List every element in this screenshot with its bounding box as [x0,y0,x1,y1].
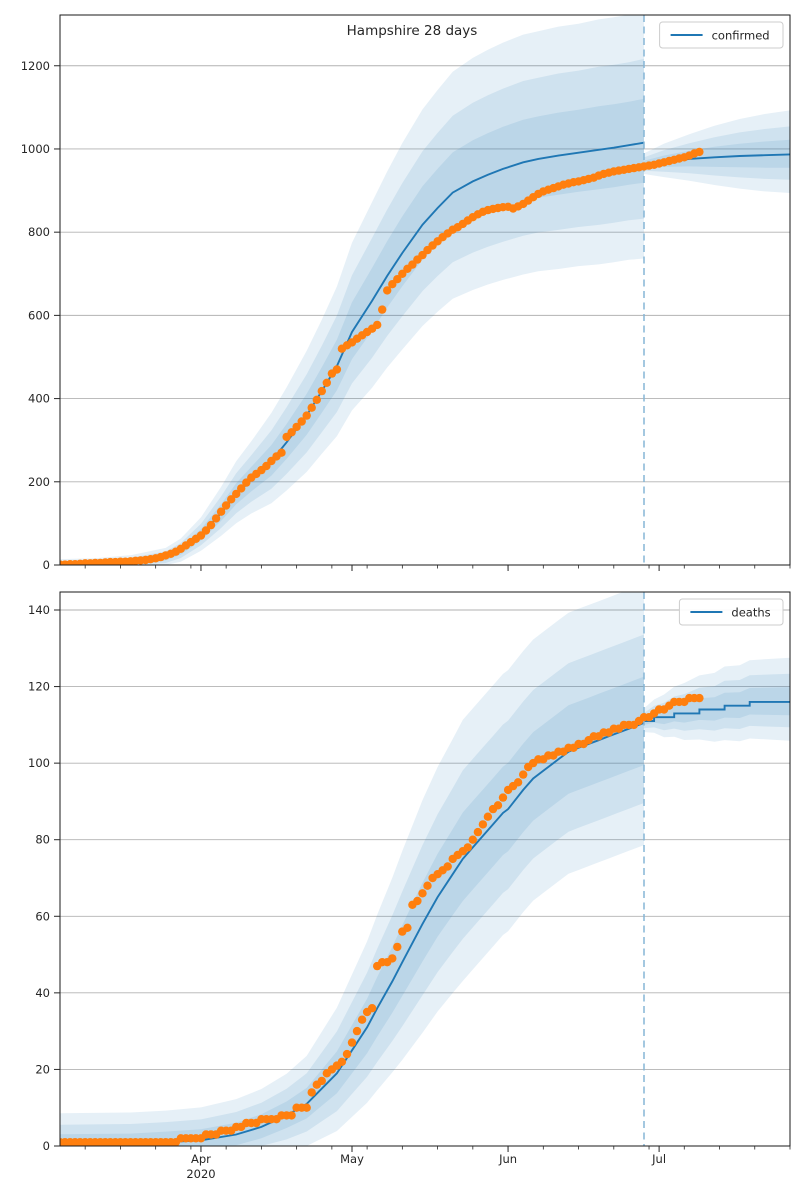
data-point [307,1088,316,1097]
observed-points [60,147,704,565]
chart-title: Hampshire 28 days [347,23,478,39]
data-point [383,286,392,295]
data-point [347,1038,357,1047]
uncertainty-band [644,657,790,742]
data-point [201,526,211,535]
x-axis-year-label: 2020 [186,1167,215,1181]
data-point [463,843,472,852]
data-point [302,411,311,420]
axes-spines [59,14,791,566]
legend-label: confirmed [712,29,770,43]
data-point [393,942,402,952]
data-point [483,812,493,821]
data-point [352,1026,362,1036]
y-tick-label: 120 [28,680,50,694]
data-point [373,320,382,330]
data-point [232,489,241,499]
y-tick-label: 20 [35,1062,50,1076]
data-point [695,693,704,703]
plot-area [60,592,790,1146]
y-tick-label: 60 [35,909,50,923]
data-point [337,1057,347,1067]
uncertainty-band [644,687,790,725]
data-point [221,501,231,510]
uncertainty-band [60,15,644,565]
data-point [237,484,246,493]
y-tick-label: 400 [28,392,50,406]
uncertainty-band [60,58,644,565]
y-tick-label: 0 [43,558,50,572]
data-point [478,820,488,829]
uncertainty-band [644,673,790,731]
data-point [513,778,523,787]
data-point [227,495,236,504]
data-point [317,1076,326,1086]
x-tick-label: Apr [191,1152,211,1166]
data-point [388,954,397,963]
uncertainty-band [644,110,790,193]
y-tick-label: 80 [35,833,50,847]
data-point [302,1103,311,1112]
data-point [423,881,432,890]
x-tick-label: May [340,1152,364,1166]
data-point [277,448,286,457]
chart-deaths: 0 20 40 60 80 100 120 140 Apr May Jun Jul 2020 deaths [28,591,791,1181]
data-point [493,801,503,810]
legend: confirmed [659,21,784,49]
legend-box [659,21,784,49]
data-point [418,889,427,898]
data-point [519,770,528,779]
uncertainty-band [60,634,644,1146]
data-point [307,403,316,412]
data-point [393,275,402,284]
x-tick-label: Jun [498,1152,517,1166]
uncertainty-band [60,592,644,1146]
chart-confirmed: 0 200 400 600 800 1000 1200 Hampshire 28 days co… [21,14,791,572]
data-point [367,1004,377,1013]
forecast-line [644,700,790,722]
data-point [292,422,301,432]
data-point [211,514,221,523]
legend-box [678,598,784,626]
axes-spines [59,591,791,1147]
data-point [403,923,412,932]
legend-label: deaths [731,606,770,620]
legend: deaths [678,598,784,626]
data-point [443,862,452,871]
y-tick-label: 100 [28,756,50,770]
data-point [498,793,508,802]
data-point [357,1015,367,1024]
y-tick-label: 40 [35,986,50,1000]
y-tick-label: 1200 [21,59,50,73]
data-point [216,507,226,516]
y-tick-label: 0 [43,1139,50,1153]
x-tick-label: Jul [651,1152,666,1166]
uncertainty-band [644,126,790,180]
observed-points [60,693,704,1146]
data-point [322,378,331,387]
data-point [206,520,216,530]
y-tick-label: 600 [28,308,50,322]
data-point [317,386,326,396]
y-tick-label: 140 [28,603,50,617]
y-tick-label: 800 [28,225,50,239]
data-point [468,835,477,844]
data-point [287,428,296,437]
data-point [695,147,704,157]
data-point [297,417,306,426]
data-point [312,395,321,404]
data-point [473,827,483,837]
data-point [378,305,387,314]
plot-area [60,15,790,565]
data-point [287,1111,296,1120]
y-tick-label: 1000 [21,142,50,156]
data-point [332,365,342,374]
data-point [342,1049,352,1059]
uncertainty-band [60,676,644,1146]
data-point [413,896,422,906]
y-tick-label: 200 [28,475,50,489]
